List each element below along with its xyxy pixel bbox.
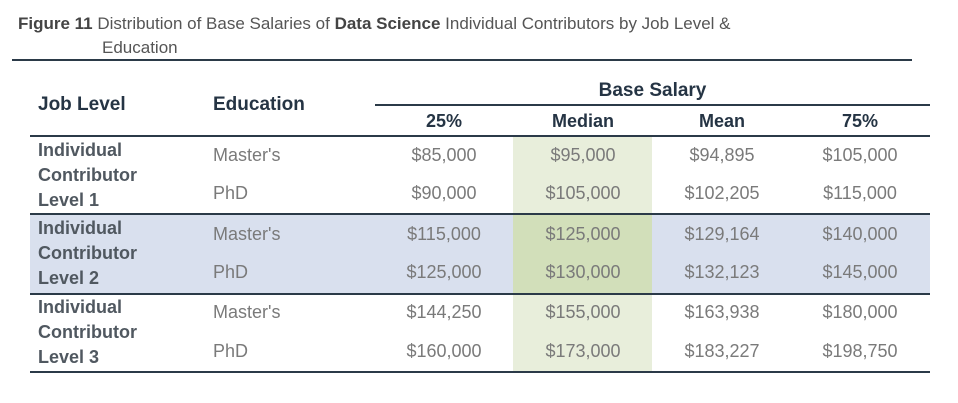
row-rule [30, 293, 930, 295]
salary-cell: $102,205 [684, 183, 760, 203]
median-highlight [513, 215, 652, 294]
education-cell: PhD [213, 341, 249, 361]
job-level-line: Contributor [38, 165, 137, 185]
caption-rule [12, 59, 912, 61]
education-cell: PhD [213, 183, 249, 203]
salary-cell: $180,000 [822, 302, 898, 322]
group-rule [375, 104, 930, 106]
salary-cell: $183,227 [684, 341, 760, 361]
salary-cell: $160,000 [406, 341, 482, 361]
salary-cell: $90,000 [411, 183, 477, 203]
education-cell: Master's [213, 302, 281, 322]
header-base-salary: Base Salary [598, 80, 707, 101]
salary-cell: $94,895 [689, 145, 755, 165]
salary-cell: $125,000 [406, 262, 482, 282]
salary-cell: $144,250 [406, 302, 482, 322]
job-level-line: Level 2 [38, 268, 100, 288]
salary-cell: $173,000 [545, 341, 621, 361]
figure-number: Figure 11 [18, 14, 93, 33]
education-cell: PhD [213, 262, 249, 282]
median-highlight [513, 295, 652, 372]
median-highlight [513, 137, 652, 215]
row-rule [30, 213, 930, 215]
salary-cell: $129,164 [684, 224, 760, 244]
education-cell: Master's [213, 224, 281, 244]
header-25: 25% [425, 111, 463, 131]
header-mean: Mean [698, 111, 745, 131]
job-level-line: Level 1 [38, 190, 100, 210]
salary-cell: $145,000 [822, 262, 898, 282]
salary-cell: $95,000 [550, 145, 616, 165]
salary-cell: $125,000 [545, 224, 621, 244]
table-bottom-rule [30, 371, 930, 373]
header-rule [30, 135, 930, 137]
header-median: Median [551, 111, 614, 131]
salary-cell: $105,000 [545, 183, 621, 203]
salary-cell: $132,123 [684, 262, 760, 282]
job-level-line: Contributor [38, 322, 137, 342]
salary-cell: $115,000 [823, 183, 897, 203]
job-level-line: Individual [38, 297, 123, 317]
salary-cell: $115,000 [407, 224, 481, 244]
job-level-line: Individual [38, 218, 123, 238]
job-level-cell: Individual Contributor Level 2 [38, 216, 198, 291]
job-level-cell: Individual Contributor Level 3 [38, 295, 198, 370]
header-job-level: Job Level [38, 94, 126, 115]
salary-cell: $140,000 [822, 224, 898, 244]
salary-cell: $85,000 [411, 145, 477, 165]
salary-cell: $163,938 [684, 302, 760, 322]
figure-caption: Figure 11 Distribution of Base Salaries … [18, 12, 898, 60]
header-75: 75% [841, 111, 879, 131]
salary-cell: $105,000 [822, 145, 898, 165]
salary-cell: $198,750 [822, 341, 898, 361]
education-cell: Master's [213, 145, 281, 165]
caption-text: Distribution of Base Salaries of [97, 14, 330, 33]
job-level-line: Individual [38, 140, 123, 160]
caption-line2: Education [102, 38, 178, 57]
level2-band [30, 215, 930, 294]
job-level-line: Contributor [38, 243, 137, 263]
header-education: Education [213, 94, 305, 115]
job-level-line: Level 3 [38, 347, 100, 367]
caption-text: Individual Contributors by Job Level & [445, 14, 731, 33]
salary-cell: $130,000 [545, 262, 621, 282]
job-level-cell: Individual Contributor Level 1 [38, 138, 198, 213]
salary-cell: $155,000 [545, 302, 621, 322]
caption-bold: Data Science [334, 14, 441, 33]
